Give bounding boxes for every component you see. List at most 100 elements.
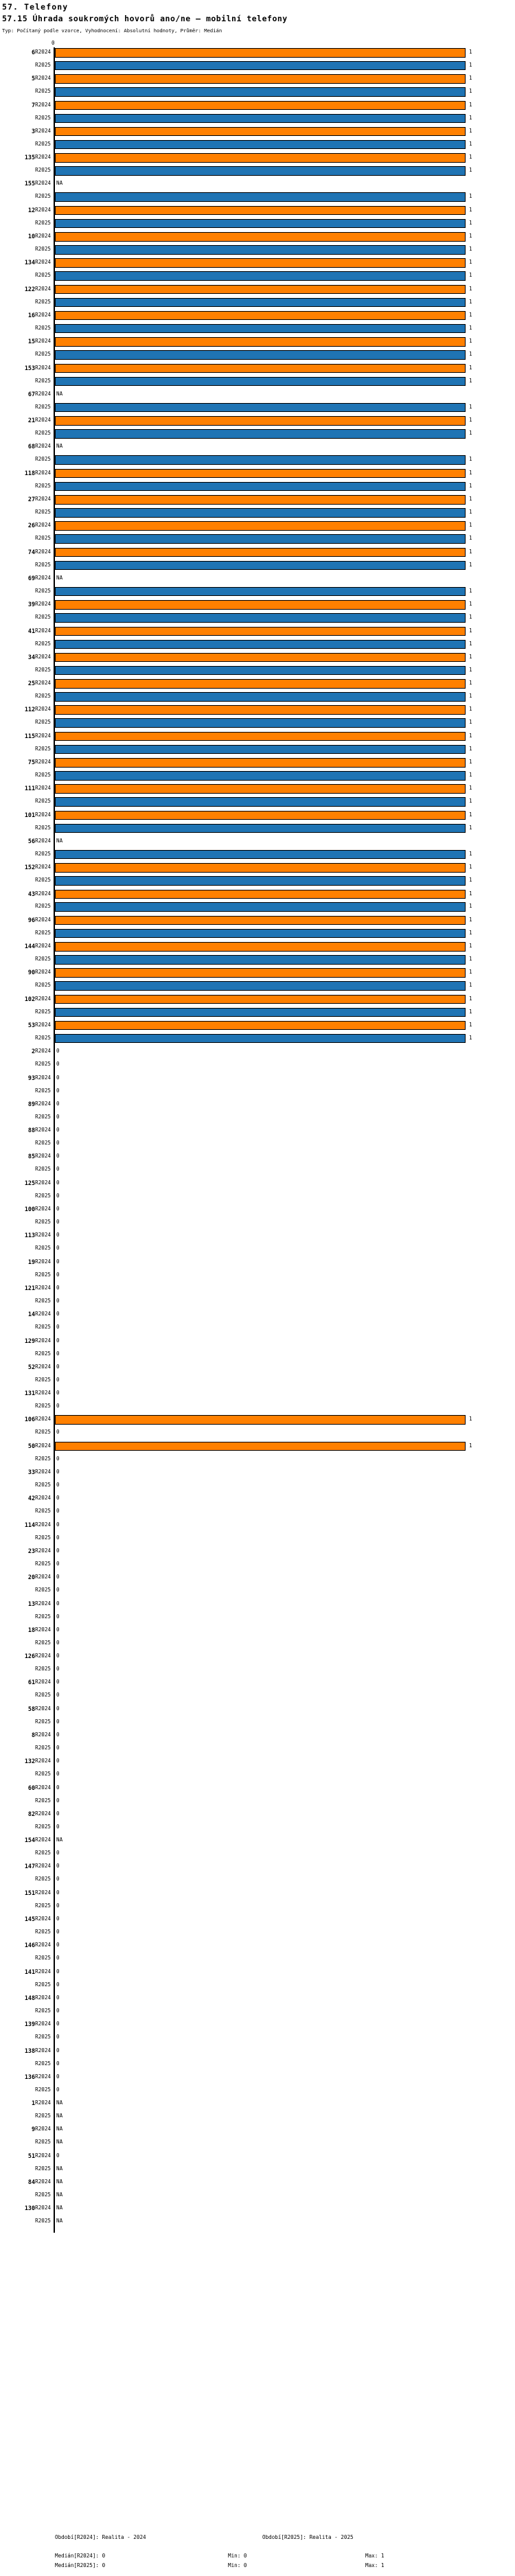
bar-s2025[interactable] (55, 455, 466, 465)
bar-value-label: 1 (469, 587, 472, 594)
bar-s2024[interactable] (55, 915, 466, 925)
bar-s2025[interactable] (55, 271, 466, 281)
bar-s2024[interactable] (55, 153, 466, 163)
bar-s2024[interactable] (55, 363, 466, 373)
bar-s2025[interactable] (55, 797, 466, 807)
bar-s2025[interactable] (55, 297, 466, 308)
bar-s2025[interactable] (55, 928, 466, 939)
bar-s2025[interactable] (55, 350, 466, 360)
bar-s2024[interactable] (55, 784, 466, 794)
bar-s2025[interactable] (55, 376, 466, 387)
bar-area: 1 (55, 915, 515, 926)
bar-s2024[interactable] (55, 942, 466, 952)
bar-s2025[interactable] (55, 139, 466, 150)
bar-value-label: 0 (56, 1534, 60, 1541)
bar-s2024[interactable] (55, 863, 466, 873)
bar-s2024[interactable] (55, 705, 466, 715)
series-label-s2024: R2024 (35, 1021, 51, 1028)
bar-s2025[interactable] (55, 665, 466, 676)
bar-row: R2024 1 (0, 599, 515, 611)
series-label-s2024: R2024 (35, 496, 51, 503)
bar-s2025[interactable] (55, 639, 466, 649)
bar-s2025[interactable] (55, 87, 466, 97)
bar-s2025[interactable] (55, 586, 466, 597)
bar-s2025[interactable] (55, 876, 466, 886)
bar-s2024[interactable] (55, 48, 466, 58)
bar-row: R2025 1 (0, 954, 515, 966)
series-label-s2025: R2025 (35, 114, 51, 121)
bar-row: R2024 1 (0, 862, 515, 874)
bar-s2025[interactable] (55, 481, 466, 492)
bar-s2025[interactable] (55, 955, 466, 965)
bar-s2024[interactable] (55, 258, 466, 268)
bar-s2024[interactable] (55, 547, 466, 557)
bar-s2025[interactable] (55, 402, 466, 413)
bar-s2024[interactable] (55, 968, 466, 978)
series-label-s2025: R2025 (35, 1850, 51, 1856)
bar-s2024[interactable] (55, 600, 466, 610)
bar-s2025[interactable] (55, 981, 466, 991)
bar-s2024[interactable] (55, 232, 466, 242)
bar-s2025[interactable] (55, 902, 466, 912)
bar-s2025[interactable] (55, 113, 466, 124)
bar-area: 1 (55, 455, 515, 465)
series-label-s2025: R2025 (35, 1744, 51, 1751)
bar-s2025[interactable] (55, 60, 466, 71)
bar-s2025[interactable] (55, 218, 466, 229)
bar-s2024[interactable] (55, 889, 466, 899)
bar-s2025[interactable] (55, 692, 466, 702)
bar-s2024[interactable] (55, 310, 466, 321)
bar-s2024[interactable] (55, 205, 466, 216)
bar-s2024[interactable] (55, 337, 466, 347)
bar-s2025[interactable] (55, 823, 466, 833)
bar-s2025[interactable] (55, 508, 466, 518)
bar-s2024[interactable] (55, 1415, 466, 1425)
bar-s2025[interactable] (55, 192, 466, 202)
bar-s2025[interactable] (55, 718, 466, 728)
bar-s2025[interactable] (55, 613, 466, 623)
bar-s2024[interactable] (55, 1020, 466, 1031)
bar-value-label: 1 (469, 877, 472, 884)
bar-s2025[interactable] (55, 771, 466, 781)
bar-value-label: NA (56, 574, 63, 581)
bar-area: 0 (55, 1533, 515, 1544)
bar-s2024[interactable] (55, 284, 466, 295)
bar-s2025[interactable] (55, 560, 466, 571)
bar-value-label: 1 (469, 864, 472, 871)
bar-s2024[interactable] (55, 495, 466, 505)
bar-s2024[interactable] (55, 468, 466, 479)
series-label-s2024: R2024 (35, 338, 51, 345)
bar-s2024[interactable] (55, 810, 466, 820)
legend-period-2025: Období[R2025]: Realita - 2025 (262, 2534, 354, 2540)
bar-s2024[interactable] (55, 731, 466, 741)
bar-s2024[interactable] (55, 652, 466, 663)
bar-s2025[interactable] (55, 166, 466, 176)
series-label-s2024: R2024 (35, 1653, 51, 1659)
bar-s2025[interactable] (55, 323, 466, 334)
bar-s2025[interactable] (55, 245, 466, 255)
bar-s2024[interactable] (55, 758, 466, 768)
bar-s2024[interactable] (55, 521, 466, 531)
bar-row: R2025 1 (0, 691, 515, 703)
bar-s2024[interactable] (55, 416, 466, 426)
bar-s2024[interactable] (55, 626, 466, 636)
bar-s2025[interactable] (55, 1033, 466, 1044)
series-label-s2025: R2025 (35, 1508, 51, 1515)
bar-row: R2025 0 (0, 1743, 515, 1755)
bar-s2025[interactable] (55, 534, 466, 544)
bar-s2024[interactable] (55, 74, 466, 84)
bar-s2024[interactable] (55, 994, 466, 1004)
bar-s2024[interactable] (55, 1441, 466, 1451)
series-label-s2025: R2025 (35, 1482, 51, 1488)
bar-s2025[interactable] (55, 849, 466, 860)
category-label: 153 (24, 364, 35, 371)
category-label: 51 (27, 2152, 35, 2159)
series-label-s2024: R2024 (35, 1232, 51, 1239)
bar-s2025[interactable] (55, 744, 466, 755)
bar-value-label: 0 (56, 1718, 60, 1725)
bar-s2024[interactable] (55, 100, 466, 111)
bar-s2024[interactable] (55, 679, 466, 689)
bar-s2025[interactable] (55, 429, 466, 439)
bar-s2025[interactable] (55, 1007, 466, 1017)
bar-s2024[interactable] (55, 126, 466, 137)
